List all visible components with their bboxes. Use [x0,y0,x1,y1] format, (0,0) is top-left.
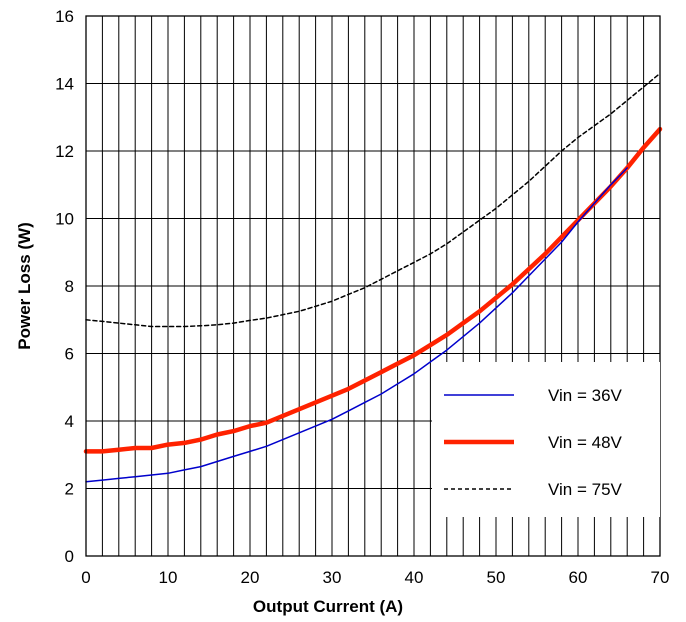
x-tick-label: 10 [159,568,178,587]
legend-label-1: Vin = 36V [548,386,623,405]
series-group [83,72,663,483]
y-tick-labels: 0 2 4 6 8 10 12 14 16 [55,7,74,566]
x-tick-label: 30 [323,568,342,587]
y-tick-label: 4 [65,412,74,431]
x-tick-label: 60 [569,568,588,587]
y-axis-title: Power Loss (W) [15,222,34,350]
y-tick-label: 12 [55,142,74,161]
legend: Vin = 36V Vin = 48V Vin = 75V [432,362,660,517]
y-tick-label: 16 [55,7,74,26]
y-tick-label: 10 [55,210,74,229]
x-tick-label: 50 [487,568,506,587]
x-tick-label: 70 [651,568,670,587]
legend-label-2: Vin = 48V [548,433,623,452]
legend-box [432,362,660,517]
series-line-3 [85,72,661,328]
y-tick-label: 6 [65,345,74,364]
series-line-2 [83,126,663,454]
plot-frame [85,15,661,557]
x-tick-label: 40 [405,568,424,587]
x-tick-labels: 0 10 20 30 40 50 60 70 [81,568,669,587]
y-tick-label: 0 [65,547,74,566]
series-line-1 [85,167,628,483]
y-tick-label: 2 [65,480,74,499]
x-tick-label: 20 [241,568,260,587]
y-tick-label: 8 [65,277,74,296]
legend-label-3: Vin = 75V [548,480,623,499]
x-axis-title: Output Current (A) [253,597,403,616]
x-tick-label: 0 [81,568,90,587]
y-tick-label: 14 [55,75,74,94]
